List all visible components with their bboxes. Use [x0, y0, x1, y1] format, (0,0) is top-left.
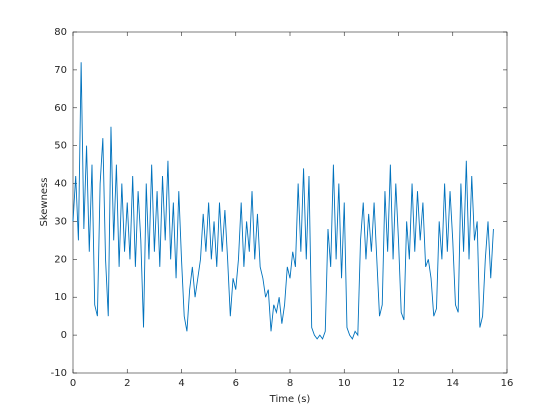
y-tick-label: 70	[54, 65, 67, 76]
y-tick-label: 80	[54, 27, 67, 38]
y-tick-label: 0	[61, 330, 67, 341]
x-tick-label: 4	[178, 378, 184, 389]
y-tick-label: 40	[54, 179, 67, 190]
y-tick-label: 30	[54, 216, 67, 227]
axes-box	[72, 31, 508, 374]
x-tick-label: 10	[338, 378, 351, 389]
y-tick-label: 10	[54, 292, 67, 303]
x-tick-label: 6	[233, 378, 239, 389]
x-axis-label: Time (s)	[269, 394, 311, 405]
x-tick-label: 0	[70, 378, 76, 389]
y-tick-label: 50	[54, 141, 67, 152]
y-tick-label: 60	[54, 103, 67, 114]
x-tick-label: 8	[287, 378, 293, 389]
y-axis-label: Skewness	[39, 177, 50, 226]
y-tick-label: 20	[54, 254, 67, 265]
data-line	[72, 62, 494, 340]
x-tick-label: 14	[446, 378, 459, 389]
x-tick-label: 12	[392, 378, 405, 389]
x-tick-label: 16	[501, 378, 514, 389]
x-tick-label: 2	[124, 378, 130, 389]
y-tick-label: -10	[51, 368, 67, 379]
